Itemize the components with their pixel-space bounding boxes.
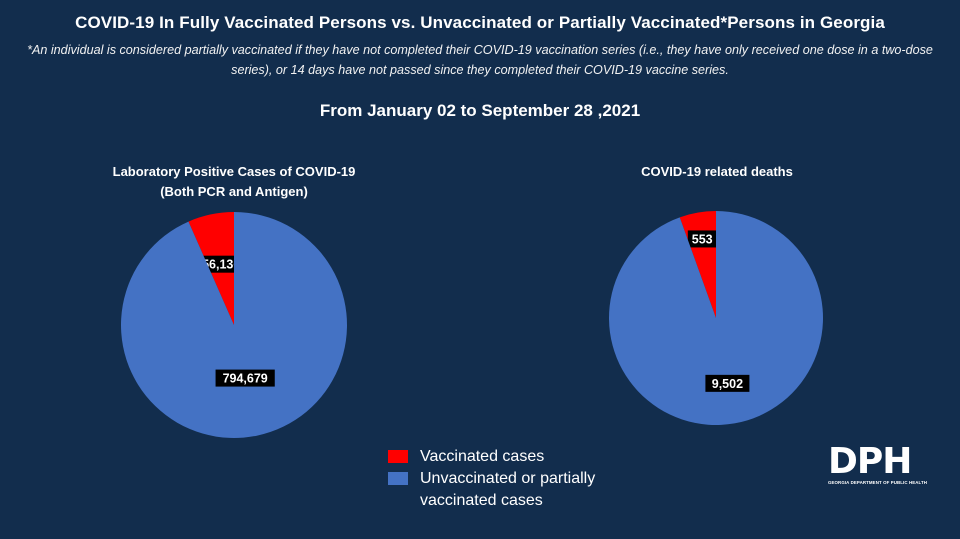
cases-chart-title: Laboratory Positive Cases of COVID-19 (B… <box>112 164 356 199</box>
data-label-text: 553 <box>692 232 713 246</box>
data-label-text: 794,679 <box>223 372 268 386</box>
data-label-box <box>687 230 717 248</box>
cases-data-label-unvaccinated: 794,679 <box>215 369 275 387</box>
data-label-box <box>705 374 750 392</box>
legend: Vaccinated cases Unvaccinated or partial… <box>388 446 648 512</box>
deaths-data-label-unvaccinated: 9,502 <box>705 374 750 392</box>
deaths-chart-title: COVID-19 related deaths <box>641 164 793 179</box>
data-label-text: 9,502 <box>712 377 743 391</box>
dph-logo-subtitle: GEORGIA DEPARTMENT OF PUBLIC HEALTH <box>828 480 928 485</box>
deaths-data-label-vaccinated: 553 <box>687 230 717 248</box>
legend-label-unvaccinated: Unvaccinated or partially vaccinated cas… <box>420 470 596 509</box>
deaths-slice-unvaccinated <box>608 211 824 425</box>
legend-swatch-vaccinated <box>388 450 408 463</box>
data-label-text: 56,136 <box>202 258 240 272</box>
chart-title-main: COVID-19 In Fully Vaccinated Persons vs.… <box>75 13 885 32</box>
cases-slice-unvaccinated <box>121 212 347 438</box>
dph-logo-text: DPH <box>828 441 912 482</box>
dph-logo: DPH GEORGIA DEPARTMENT OF PUBLIC HEALTH <box>828 444 928 490</box>
legend-item-unvaccinated: Unvaccinated or partially vaccinated cas… <box>388 468 648 512</box>
legend-item-vaccinated: Vaccinated cases <box>388 446 648 468</box>
data-label-box <box>215 369 275 387</box>
footnote: *An individual is considered partially v… <box>27 43 933 77</box>
legend-swatch-unvaccinated <box>388 472 408 485</box>
date-range: From January 02 to September 28 ,2021 <box>319 101 641 120</box>
legend-label-vaccinated: Vaccinated cases <box>420 448 545 465</box>
